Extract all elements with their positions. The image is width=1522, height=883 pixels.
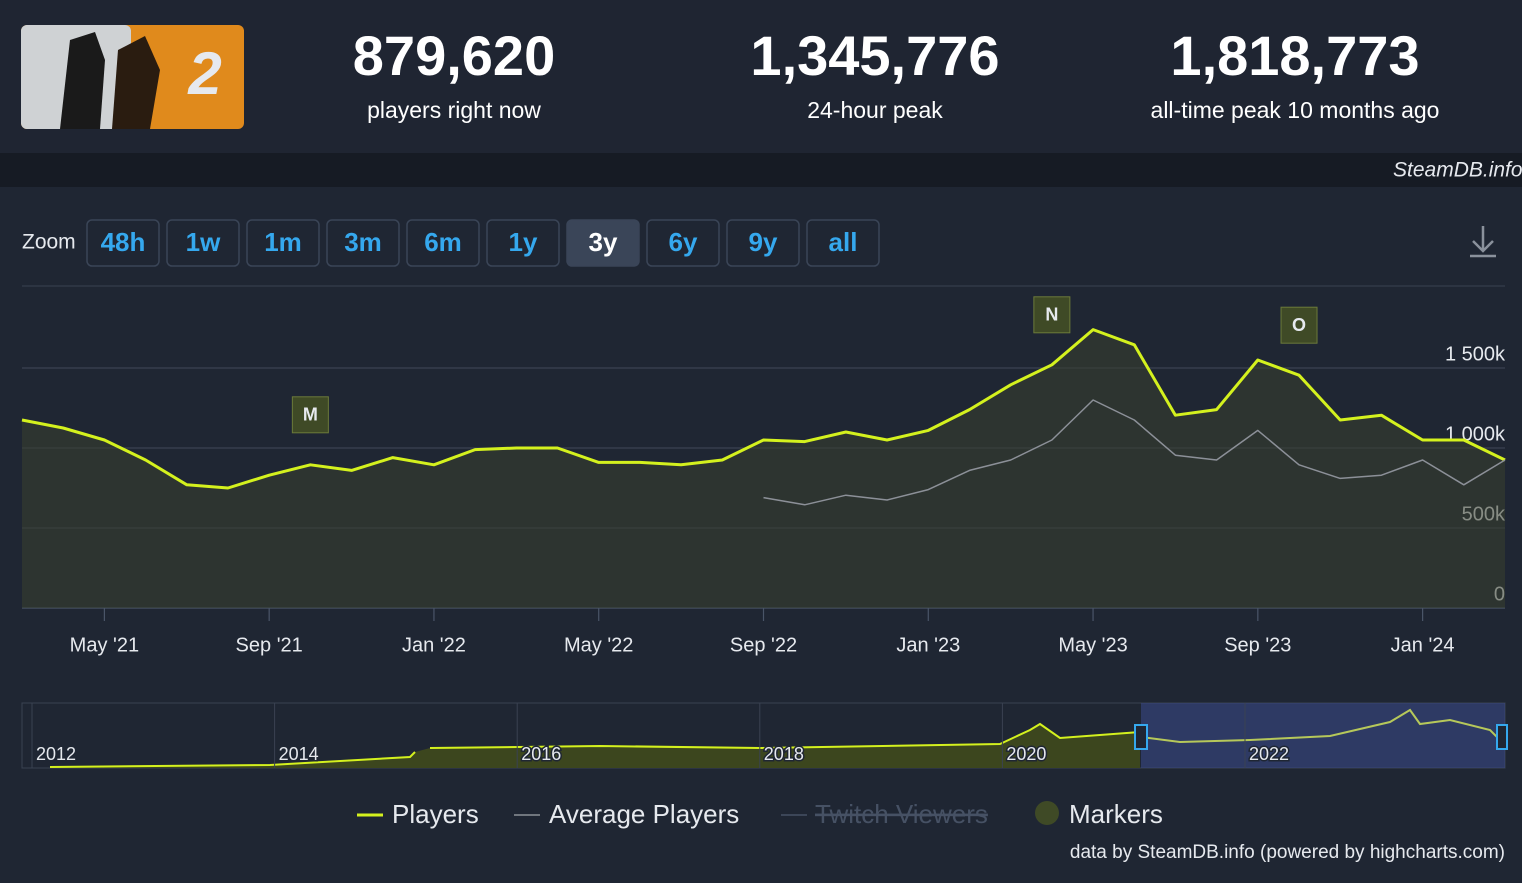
zoom-button[interactable]: 6y [646,219,720,267]
zoom-button[interactable]: 9y [726,219,800,267]
thumb-figure [112,36,160,129]
x-tick-label: Jan '22 [402,634,466,656]
zoom-button-bg [326,219,400,267]
source-label: SteamDB.info [1393,159,1522,182]
zoom-button-bg [566,219,640,267]
legend-label: Markers [1069,799,1163,829]
event-marker[interactable]: O [1280,306,1318,344]
navigator-label: 2016 [521,744,561,764]
zoom-button[interactable]: 3y [566,219,640,267]
thumb-figure [60,32,105,129]
stat-label: all-time peak 10 months ago [1151,97,1440,123]
thumb-logo: 2 [187,40,221,107]
zoom-button-label: 1w [186,227,221,257]
series-line [21,328,1506,490]
zoom-button-bg [166,219,240,267]
stat-value: 879,620 [353,24,555,87]
zoom-button-bg [486,219,560,267]
zoom-button-label: 3y [589,227,618,257]
source-bar [0,153,1522,187]
legend-item[interactable]: Markers [1035,799,1163,829]
zoom-button[interactable]: all [806,219,880,267]
series-area [22,329,1505,608]
navigator-line [1140,708,1506,746]
navigator-label: 2014 [279,744,319,764]
x-tick-label: Sep '22 [730,634,797,656]
x-tick-label: Jan '24 [1391,634,1455,656]
zoom-button-label: 9y [749,227,778,257]
navigator-label: 2018 [764,744,804,764]
zoom-button-label: 3m [344,227,382,257]
zoom-button-label: 6m [424,227,462,257]
x-tick-label: Sep '23 [1224,634,1291,656]
event-marker[interactable]: M [291,396,329,434]
zoom-button[interactable]: 1m [246,219,320,267]
zoom-button-bg [806,219,880,267]
navigator-label: 2020 [1006,744,1046,764]
zoom-button-label: 6y [669,227,698,257]
event-marker-label: N [1045,305,1058,325]
y-tick-label: 1 500k [1445,343,1506,365]
event-marker[interactable]: N [1033,296,1071,334]
zoom-button[interactable]: 1w [166,219,240,267]
event-marker-box [1033,296,1071,334]
zoom-label: Zoom [22,231,76,254]
x-tick-label: May '21 [70,634,139,656]
download-glyph [1470,226,1496,258]
x-tick-label: May '23 [1058,634,1127,656]
event-marker-box [1280,306,1318,344]
credits: data by SteamDB.info (powered by highcha… [1070,842,1505,863]
zoom-buttons: 48h 1w 1m 3m 6m 1y 3y 6y 9y all [86,219,880,267]
event-marker-box [291,396,329,434]
zoom-button[interactable]: 3m [326,219,400,267]
game-thumbnail[interactable]: 2 [21,25,244,129]
navigator-label: 2012 [36,744,76,764]
zoom-button-label: 1m [264,227,302,257]
zoom-button-label: all [829,227,858,257]
navigator-handle[interactable] [1134,724,1148,750]
zoom-button[interactable]: 48h [86,219,160,267]
legend-item[interactable]: Twitch Viewers [781,799,988,829]
event-marker-label: O [1292,315,1306,335]
legend-label: Players [392,799,479,829]
header-bg [0,0,1522,153]
navigator-label: 2022 [1249,744,1289,764]
navigator-labels: 2012 2014 2016 2018 2020 2022 [31,703,1291,768]
zoom-button-bg [406,219,480,267]
x-tick-label: Jan '23 [896,634,960,656]
series-line [763,399,1506,506]
legend: Players Average Players Twitch Viewers Mark… [357,799,1163,829]
event-marker-label: M [303,405,318,425]
navigator-area [50,724,1140,768]
stat-label: players right now [367,97,541,123]
zoom-button-bg [646,219,720,267]
zoom-button[interactable]: 6m [406,219,480,267]
legend-item[interactable]: Players [357,799,479,829]
zoom-button-bg [246,219,320,267]
zoom-button-label: 48h [101,227,146,257]
legend-label: Average Players [549,799,739,829]
legend-item[interactable]: Average Players [514,799,739,829]
x-tick-label: Sep '21 [236,634,303,656]
stat-label: 24-hour peak [807,97,943,123]
zoom-button-bg [86,219,160,267]
navigator-handle[interactable] [1496,724,1508,750]
navigator: 2012 2014 2016 2018 2020 2022 [21,702,1508,769]
zoom-button[interactable]: 1y [486,219,560,267]
download-icon[interactable] [1470,226,1496,258]
legend-label: Twitch Viewers [815,799,988,829]
x-tick-label: May '22 [564,634,633,656]
stat-value: 1,345,776 [750,24,999,87]
stat-value: 1,818,773 [1170,24,1419,87]
legend-swatch [1035,801,1059,825]
zoom-button-bg [726,219,800,267]
navigator-line [49,722,1141,768]
zoom-button-label: 1y [509,227,538,257]
